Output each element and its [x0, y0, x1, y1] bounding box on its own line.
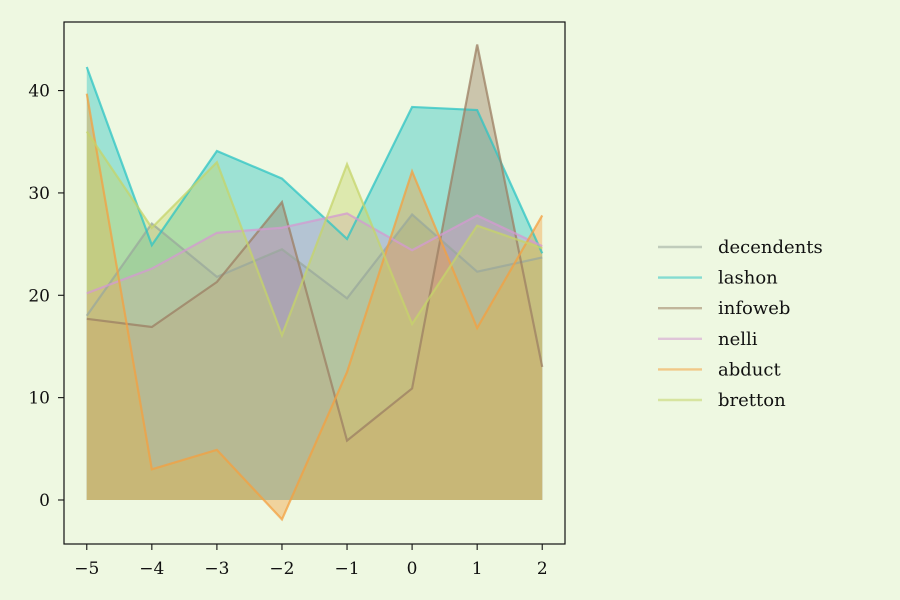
plot-frame — [63, 21, 566, 545]
y-tick-label: 20 — [28, 286, 50, 306]
line-bretton — [85, 130, 543, 339]
y-tick-label: 40 — [28, 82, 50, 102]
legend-label-decendents: decendents — [718, 237, 823, 258]
plot-background — [64, 22, 565, 544]
legend-label-lashon: lashon — [718, 268, 778, 289]
x-tick-label: 2 — [537, 559, 548, 579]
y-tick-label: 30 — [28, 184, 50, 204]
line-abduct — [85, 93, 544, 522]
x-tick-label: −1 — [335, 559, 360, 579]
legend-label-abduct: abduct — [718, 359, 781, 380]
x-tick-label: 1 — [472, 559, 483, 579]
legend-label-infoweb: infoweb — [718, 298, 790, 319]
area-bretton — [86, 131, 543, 500]
x-tick-label: 0 — [407, 559, 418, 579]
legend: decendents lashon infoweb nelli abduct bretto… — [658, 237, 823, 411]
line-lashon — [85, 66, 544, 254]
line-nelli — [86, 212, 543, 295]
area-decendents — [86, 214, 543, 500]
x-tick-label: −3 — [204, 559, 229, 579]
y-tick-label: 10 — [28, 389, 50, 409]
x-axis: −5 −4 −3 −2 −1 0 1 2 — [74, 544, 548, 579]
x-tick-label: −5 — [74, 559, 99, 579]
line-decendents — [85, 212, 543, 317]
y-tick-label: 0 — [39, 491, 50, 511]
area-infoweb — [86, 44, 543, 500]
x-tick-label: −2 — [269, 559, 294, 579]
legend-label-bretton: bretton — [718, 390, 786, 411]
y-axis: 0 10 20 30 40 — [28, 82, 64, 511]
lines-layer — [85, 44, 544, 522]
x-tick-label: −4 — [139, 559, 164, 579]
line-infoweb — [86, 44, 544, 443]
area-abduct — [86, 93, 543, 520]
legend-label-nelli: nelli — [718, 329, 758, 350]
area-nelli — [86, 213, 543, 500]
